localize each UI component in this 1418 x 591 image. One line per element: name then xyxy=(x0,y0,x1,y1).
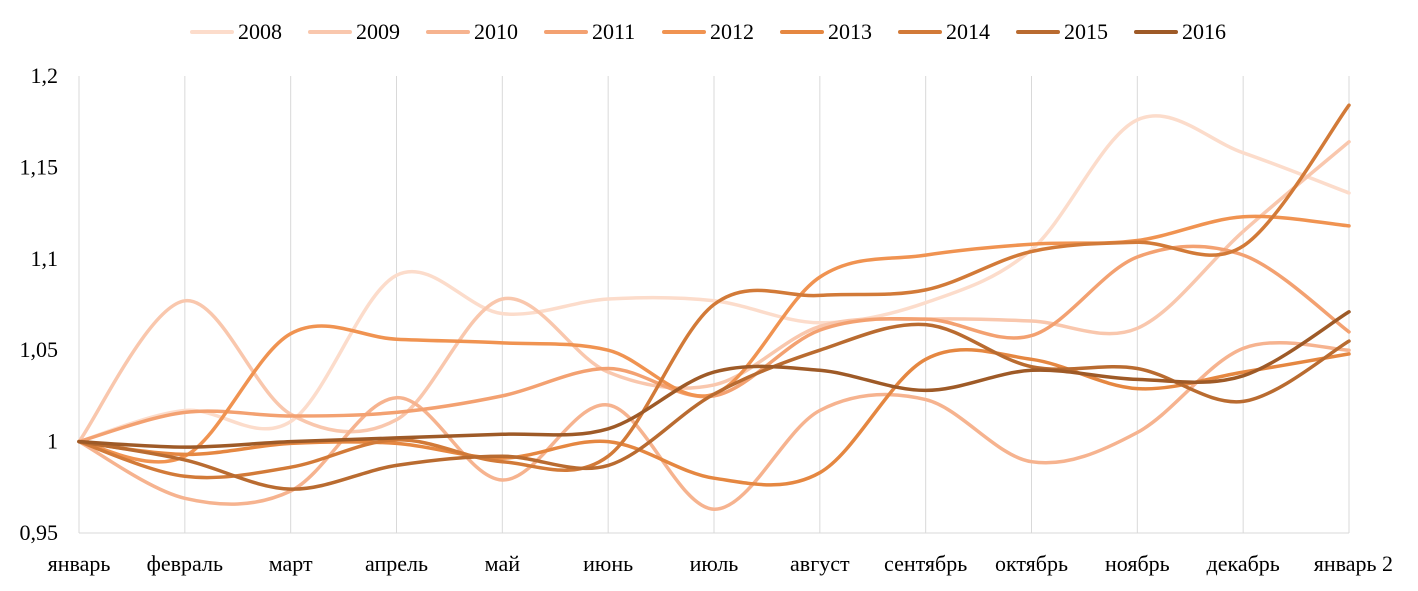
x-tick-label: апрель xyxy=(365,551,428,576)
x-axis-ticks: январь февраль март апрель май июнь июль август… xyxy=(48,551,1393,576)
legend-item-2015: 2015 xyxy=(1016,19,1108,44)
legend-item-2014: 2014 xyxy=(898,19,990,44)
legend-label: 2008 xyxy=(238,19,282,44)
legend-label: 2010 xyxy=(474,19,518,44)
y-tick-label: 1,05 xyxy=(20,337,59,362)
legend: 2008 2009 2010 2011 2012 2013 2014 2015 2016 xyxy=(190,19,1226,44)
legend-item-2010: 2010 xyxy=(426,19,518,44)
legend-item-2016: 2016 xyxy=(1134,19,1226,44)
y-tick-label: 1 xyxy=(47,429,58,454)
axes xyxy=(78,76,1349,534)
legend-label: 2016 xyxy=(1182,19,1226,44)
x-tick-label: март xyxy=(269,551,313,576)
y-tick-label: 1,1 xyxy=(31,246,59,271)
x-tick-label: май xyxy=(485,551,521,576)
legend-label: 2015 xyxy=(1064,19,1108,44)
legend-label: 2012 xyxy=(710,19,754,44)
legend-item-2008: 2008 xyxy=(190,19,282,44)
x-tick-label: июнь xyxy=(583,551,633,576)
x-tick-label: ноябрь xyxy=(1105,551,1170,576)
series-line-2013 xyxy=(77,348,1351,487)
y-tick-label: 0,95 xyxy=(20,520,59,545)
legend-item-2012: 2012 xyxy=(662,19,754,44)
series-line-2009 xyxy=(77,140,1351,444)
legend-label: 2014 xyxy=(946,19,990,44)
legend-item-2013: 2013 xyxy=(780,19,872,44)
y-tick-label: 1,15 xyxy=(20,154,59,179)
x-tick-label: октябрь xyxy=(995,551,1068,576)
x-tick-label: январь 2 xyxy=(1314,551,1393,576)
series-line-2015 xyxy=(77,322,1351,491)
series-line-2008 xyxy=(77,114,1351,444)
series-line-2011 xyxy=(77,244,1351,444)
x-tick-label: декабрь xyxy=(1207,551,1280,576)
legend-label: 2009 xyxy=(356,19,400,44)
series-line-2016 xyxy=(77,310,1351,449)
x-tick-label: август xyxy=(790,551,850,576)
x-tick-label: июль xyxy=(690,551,739,576)
series-line-2014 xyxy=(77,103,1351,480)
x-tick-label: февраль xyxy=(147,551,223,576)
y-tick-label: 1,2 xyxy=(31,63,59,88)
legend-item-2009: 2009 xyxy=(308,19,400,44)
y-axis-ticks: 0,95 1 1,05 1,1 1,15 1,2 xyxy=(20,63,59,545)
legend-label: 2013 xyxy=(828,19,872,44)
series-lines xyxy=(77,103,1351,511)
legend-item-2011: 2011 xyxy=(544,19,635,44)
x-tick-label: сентябрь xyxy=(884,551,967,576)
x-tick-label: январь xyxy=(48,551,111,576)
legend-label: 2011 xyxy=(592,19,635,44)
